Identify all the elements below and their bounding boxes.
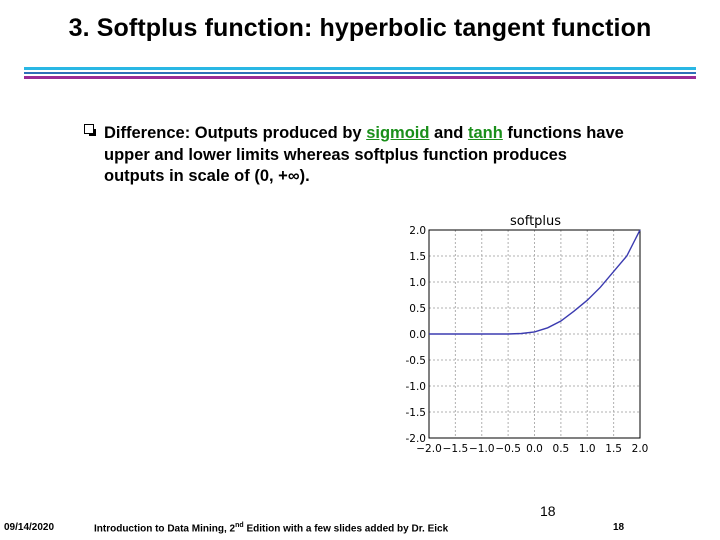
y-tick-label: 1.0	[409, 277, 426, 289]
x-tick-label: −1.0	[469, 443, 495, 455]
chart-title: softplus	[510, 214, 562, 229]
y-tick-label: -1.5	[406, 407, 427, 419]
title-rule-blue	[24, 72, 696, 74]
x-tick-label: 0.5	[553, 443, 570, 455]
x-tick-label: 0.0	[526, 443, 543, 455]
slide-number: 18	[540, 503, 556, 519]
y-tick-label: -2.0	[406, 433, 427, 445]
x-tick-label: −0.5	[495, 443, 521, 455]
softplus-chart: −2.0 −1.5 −1.0 −0.5 0.0 0.5 1.0 1.5 2.0 2.0 1.5 1.0…	[406, 225, 649, 455]
y-tick-label: -0.5	[406, 355, 427, 367]
footer-page-number: 18	[613, 522, 625, 533]
footer-date: 09/14/2020	[4, 522, 55, 533]
x-tick-label: −2.0	[416, 443, 442, 455]
bullet-mid: and	[429, 124, 468, 142]
bullet-text: Difference: Outputs produced by sigmoid …	[104, 123, 624, 188]
title-rule-cyan	[24, 67, 696, 70]
x-tick-label: −1.5	[443, 443, 469, 455]
y-tick-label: 0.0	[409, 329, 426, 341]
checkbox-bullet-icon	[84, 124, 96, 136]
footer-course: Introduction to Data Mining, 2nd Edition…	[94, 522, 448, 534]
y-tick-label: 1.5	[409, 251, 426, 263]
bullet-rest: functions have upper and lower limits wh…	[104, 124, 624, 185]
slide-title: 3. Softplus function: hyperbolic tangent…	[68, 14, 652, 42]
title-rule-purple	[24, 76, 696, 79]
softplus-series-line	[429, 229, 641, 335]
x-tick-label: 2.0	[632, 443, 649, 455]
x-tick-label: 1.0	[579, 443, 596, 455]
y-tick-label: 0.5	[409, 303, 426, 315]
y-tick-label: -1.0	[406, 381, 427, 393]
keyword-sigmoid: sigmoid	[366, 124, 430, 142]
footer-text-sup: nd	[235, 522, 244, 529]
footer-text-pre: Introduction to Data Mining, 2	[94, 523, 236, 535]
y-tick-label: 2.0	[409, 225, 426, 237]
footer-text-post: Edition with a few slides added by Dr. E…	[243, 523, 449, 535]
bullet-lead: Difference: Outputs produced by	[104, 124, 367, 142]
x-tick-label: 1.5	[605, 443, 622, 455]
keyword-tanh: tanh	[467, 124, 503, 142]
